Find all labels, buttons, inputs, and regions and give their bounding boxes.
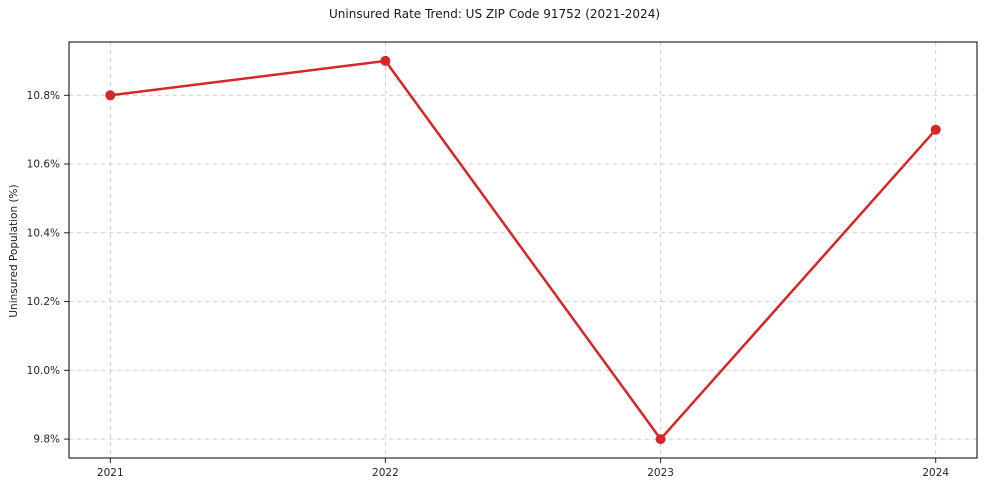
y-tick-label: 10.6% xyxy=(27,159,60,171)
y-tick-label: 9.8% xyxy=(33,434,60,446)
data-point xyxy=(105,90,116,101)
x-tick-label: 2022 xyxy=(372,467,399,479)
x-tick-label: 2024 xyxy=(922,467,949,479)
x-tick-label: 2021 xyxy=(97,467,124,479)
y-tick-label: 10.4% xyxy=(27,227,60,239)
trend-line xyxy=(109,59,937,441)
data-point xyxy=(380,55,391,66)
y-tick-label: 10.0% xyxy=(27,365,60,377)
data-point xyxy=(655,434,666,445)
plot-frame xyxy=(68,41,978,459)
x-tick-label: 2023 xyxy=(647,467,674,479)
data-point xyxy=(930,124,941,135)
chart-title: Uninsured Rate Trend: US ZIP Code 91752 … xyxy=(328,7,661,21)
y-tick-label: 10.8% xyxy=(27,90,60,102)
y-tick-label: 10.2% xyxy=(27,296,60,308)
